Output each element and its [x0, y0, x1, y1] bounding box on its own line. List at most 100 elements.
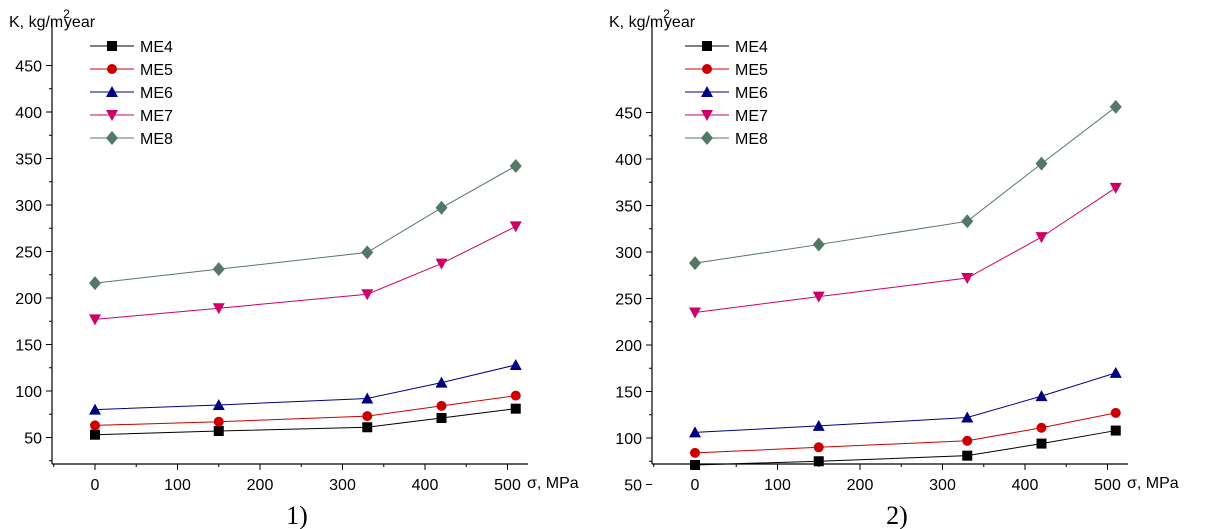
y-axis-label-main: K, kg/m	[609, 14, 663, 31]
data-point	[89, 403, 101, 415]
y-tick-label: 400	[15, 105, 42, 122]
y-tick-label: 150	[615, 385, 642, 402]
legend-marker	[701, 110, 713, 121]
data-point	[435, 258, 448, 270]
data-point	[1110, 425, 1121, 436]
legend-label: ME4	[735, 39, 768, 56]
data-point	[361, 245, 374, 260]
data-point	[962, 450, 973, 461]
panel-caption: 1)	[286, 501, 308, 529]
legend-item-me8: ME8	[685, 131, 768, 148]
data-point	[362, 411, 373, 422]
x-tick-label: 200	[247, 477, 274, 494]
y-axis-label-unit: year	[664, 14, 696, 31]
data-point	[436, 412, 447, 423]
data-point	[961, 411, 974, 423]
y-tick-label: 300	[15, 198, 42, 215]
y-tick-label: 250	[615, 292, 642, 309]
legend-marker	[106, 110, 118, 121]
series-me4	[90, 403, 521, 440]
y-axis-label-main: K, kg/m	[9, 14, 63, 31]
data-point	[509, 358, 522, 370]
legend-marker	[701, 131, 713, 145]
x-tick-label: 500	[494, 477, 521, 494]
series-me4	[690, 425, 1121, 470]
legend-label: ME4	[140, 39, 173, 56]
data-point	[813, 456, 824, 467]
data-point	[436, 400, 447, 411]
data-point	[962, 435, 973, 446]
series-line	[94, 165, 516, 284]
series-me5	[90, 390, 521, 431]
panel-caption: 2)	[886, 501, 908, 529]
data-point	[510, 390, 521, 401]
legend-label: ME5	[735, 62, 768, 79]
data-point	[212, 303, 225, 315]
legend-item-me5: ME5	[685, 62, 768, 79]
data-point	[1036, 422, 1047, 433]
y-tick-label: 100	[615, 431, 642, 448]
series-me6	[689, 366, 1122, 438]
series-line	[94, 395, 516, 426]
x-tick-label: 400	[412, 477, 439, 494]
y-tick-label: 350	[15, 152, 42, 169]
data-point	[813, 442, 824, 453]
legend-item-me7: ME7	[685, 108, 768, 125]
series-me6	[89, 358, 522, 415]
x-axis-label: σ, MPa	[527, 475, 579, 492]
legend-item-me4: ME4	[90, 39, 173, 56]
data-point	[689, 307, 701, 319]
y-axis-label-superscript: 2	[663, 7, 670, 21]
y-axis-label: K, kg/m2year	[609, 7, 696, 31]
legend-item-me6: ME6	[90, 85, 173, 102]
data-point	[212, 398, 225, 410]
x-tick-label: 300	[929, 477, 956, 494]
y-tick-label: 350	[615, 199, 642, 216]
legend-label: ME8	[140, 131, 173, 148]
legend-label: ME5	[140, 62, 173, 79]
data-point	[435, 376, 448, 388]
legend-marker	[701, 86, 713, 97]
data-point	[361, 289, 374, 301]
x-tick-label: 500	[1094, 477, 1121, 494]
y-tick-label: 100	[15, 384, 42, 401]
legend-marker	[702, 41, 712, 51]
legend-item-me6: ME6	[685, 85, 768, 102]
data-point	[1035, 156, 1048, 171]
data-point	[89, 314, 101, 326]
legend-label: ME7	[735, 108, 768, 125]
y-tick-label: 300	[615, 245, 642, 262]
data-point	[213, 425, 224, 436]
data-point	[1035, 390, 1048, 402]
legend-label: ME6	[735, 85, 768, 102]
series-me5	[690, 407, 1121, 458]
data-point	[509, 221, 522, 233]
data-point	[1109, 182, 1122, 194]
data-point	[812, 237, 825, 252]
series-me7	[689, 182, 1122, 319]
data-point	[812, 291, 825, 303]
y-tick-label: 50	[24, 431, 42, 448]
y-tick-label: 450	[15, 59, 42, 76]
data-point	[361, 392, 374, 404]
legend-marker	[107, 41, 117, 51]
data-point	[362, 422, 373, 433]
legend-item-me8: ME8	[90, 131, 173, 148]
y-tick-label: 50	[624, 478, 642, 495]
data-point	[690, 447, 700, 458]
series-line	[94, 225, 516, 320]
series-me8	[89, 158, 522, 291]
legend-marker	[107, 64, 117, 74]
data-point	[509, 158, 522, 173]
series-line	[694, 372, 1116, 433]
data-point	[1110, 407, 1121, 418]
legend-item-me7: ME7	[90, 108, 173, 125]
data-point	[690, 459, 700, 470]
legend-marker	[106, 131, 118, 145]
data-point	[961, 273, 974, 285]
x-tick-label: 200	[847, 477, 874, 494]
series-line	[694, 187, 1117, 313]
series-line	[694, 430, 1116, 466]
legend-label: ME7	[140, 108, 173, 125]
data-point	[1035, 232, 1048, 244]
